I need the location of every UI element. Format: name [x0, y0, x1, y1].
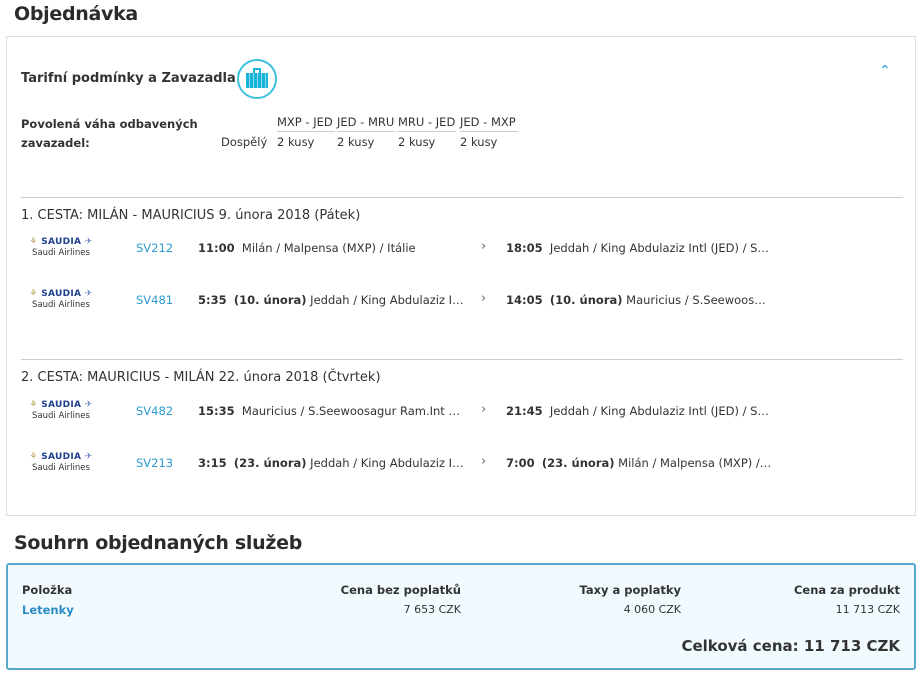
- saudia-logo: ⚘ SAUDIA ✈: [29, 237, 93, 247]
- saudia-logo: ⚘ SAUDIA ✈: [29, 400, 93, 410]
- chevron-up-icon[interactable]: ⌃: [879, 63, 891, 79]
- arrival: 14:05 (10. února) Mauricius / S.Seewoosa…: [506, 293, 772, 307]
- departure-time: 3:15: [198, 456, 227, 470]
- saudia-logo: ⚘ SAUDIA ✈: [29, 452, 93, 462]
- airline-name: Saudi Airlines: [32, 248, 90, 258]
- fare-section-title: Tarifní podmínky a Zavazadla: [21, 71, 236, 86]
- departure-place: Jeddah / King Abdulaziz Intl (…: [310, 293, 464, 307]
- departure-time: 11:00: [198, 241, 235, 255]
- departure-time: 15:35: [198, 404, 235, 418]
- order-panel: Tarifní podmínky a Zavazadla ⌃ Povolená …: [6, 36, 916, 516]
- product-price: 11 713 CZK: [835, 603, 900, 616]
- allowance: 2 kusy: [398, 135, 436, 149]
- baggage-route: MXP - JED 2 kusy: [277, 115, 335, 149]
- flight-number-link[interactable]: SV481: [136, 293, 174, 307]
- chevron-right-icon: ›: [481, 402, 487, 417]
- grand-total: Celková cena: 11 713 CZK: [681, 637, 900, 655]
- arrival-place: Jeddah / King Abdulaziz Intl (JED) / Saú…: [549, 404, 772, 418]
- allowance: 2 kusy: [277, 135, 315, 149]
- departure-place: Jeddah / King Abdulaziz Intl (…: [310, 456, 464, 470]
- item-link-letenky[interactable]: Letenky: [22, 603, 74, 617]
- header-base-price: Cena bez poplatků: [340, 583, 461, 597]
- flight-number-link[interactable]: SV212: [136, 241, 174, 255]
- airline-name: Saudi Airlines: [32, 463, 90, 473]
- arrival-time: 18:05: [506, 241, 543, 255]
- baggage-route: MRU - JED 2 kusy: [398, 115, 456, 149]
- leg-title: 1. CESTA: MILÁN - MAURICIUS 9. února 201…: [21, 208, 361, 223]
- summary-title: Souhrn objednaných služeb: [14, 532, 303, 554]
- passenger-type: Dospělý: [221, 135, 268, 149]
- arrival-date: (23. února): [541, 456, 615, 470]
- base-price: 7 653 CZK: [403, 603, 461, 616]
- allowance: 2 kusy: [460, 135, 498, 149]
- route-label: MXP - JED: [277, 115, 335, 132]
- departure-place: Milán / Malpensa (MXP) / Itálie: [241, 241, 416, 255]
- arrival-time: 7:00: [506, 456, 535, 470]
- departure: 11:00 Milán / Malpensa (MXP) / Itálie: [198, 241, 464, 255]
- chevron-right-icon: ›: [481, 454, 487, 469]
- airline-logo: ⚘ SAUDIA ✈ Saudi Airlines: [21, 452, 101, 473]
- departure-time: 5:35: [198, 293, 227, 307]
- baggage-route: JED - MRU 2 kusy: [337, 115, 395, 149]
- arrival-time: 14:05: [506, 293, 543, 307]
- arrival-time: 21:45: [506, 404, 543, 418]
- saudia-logo: ⚘ SAUDIA ✈: [29, 289, 93, 299]
- departure: 3:15 (23. února) Jeddah / King Abdulaziz…: [198, 456, 464, 470]
- departure: 5:35 (10. února) Jeddah / King Abdulaziz…: [198, 293, 464, 307]
- flight-segment-row: ⚘ SAUDIA ✈ Saudi Airlines SV212 11:00 Milán…: [7, 237, 915, 277]
- chevron-right-icon: ›: [481, 291, 487, 306]
- leg-title: 2. CESTA: MAURICIUS - MILÁN 22. února 20…: [21, 370, 381, 385]
- text: SAUDIA: [41, 452, 82, 462]
- header-taxes: Taxy a poplatky: [579, 583, 681, 597]
- flight-segment-row: ⚘ SAUDIA ✈ Saudi Airlines SV482 15:35 Mauri…: [7, 400, 915, 440]
- arrival-date: (10. února): [549, 293, 623, 307]
- airline-logo: ⚘ SAUDIA ✈ Saudi Airlines: [21, 237, 101, 258]
- arrival-place: Milán / Malpensa (MXP) / Itálie: [618, 456, 772, 470]
- flight-number-link[interactable]: SV213: [136, 456, 174, 470]
- departure-date: (23. února): [233, 456, 307, 470]
- airline-name: Saudi Airlines: [32, 300, 90, 310]
- flight-number-link[interactable]: SV482: [136, 404, 174, 418]
- divider: [21, 197, 903, 198]
- arrival-place: Jeddah / King Abdulaziz Intl (JED) / Saú…: [549, 241, 772, 255]
- departure: 15:35 Mauricius / S.Seewoosagur Ram.Int …: [198, 404, 464, 418]
- route-label: JED - MRU: [337, 115, 395, 132]
- chevron-right-icon: ›: [481, 239, 487, 254]
- baggage-label: Povolená váha odbavených zavazadel:: [21, 117, 198, 150]
- airline-logo: ⚘ SAUDIA ✈ Saudi Airlines: [21, 400, 101, 421]
- taxes: 4 060 CZK: [623, 603, 681, 616]
- airline-name: Saudi Airlines: [32, 411, 90, 421]
- header-product-price: Cena za produkt: [793, 583, 900, 597]
- allowance: 2 kusy: [337, 135, 375, 149]
- arrival: 21:45 Jeddah / King Abdulaziz Intl (JED)…: [506, 404, 772, 418]
- suitcase-icon: [237, 59, 277, 99]
- arrival-place: Mauricius / S.Seewoosagur …: [626, 293, 772, 307]
- summary-panel: Položka Cena bez poplatků Taxy a poplatk…: [6, 563, 916, 670]
- page-title: Objednávka: [14, 3, 138, 25]
- airline-logo: ⚘ SAUDIA ✈ Saudi Airlines: [21, 289, 101, 310]
- departure-place: Mauricius / S.Seewoosagur Ram.Int (MR…: [241, 404, 464, 418]
- text: SAUDIA: [41, 400, 82, 410]
- flight-segment-row: ⚘ SAUDIA ✈ Saudi Airlines SV481 5:35 (10. ú…: [7, 289, 915, 329]
- divider: [21, 359, 903, 360]
- departure-date: (10. února): [233, 293, 307, 307]
- route-label: MRU - JED: [398, 115, 456, 132]
- flight-segment-row: ⚘ SAUDIA ✈ Saudi Airlines SV213 3:15 (23. ú…: [7, 452, 915, 492]
- arrival: 7:00 (23. února) Milán / Malpensa (MXP) …: [506, 456, 772, 470]
- baggage-route: JED - MXP 2 kusy: [460, 115, 518, 149]
- header-item: Položka: [22, 583, 73, 597]
- arrival: 18:05 Jeddah / King Abdulaziz Intl (JED)…: [506, 241, 772, 255]
- text: SAUDIA: [41, 289, 82, 299]
- route-label: JED - MXP: [460, 115, 518, 132]
- text: SAUDIA: [41, 237, 82, 247]
